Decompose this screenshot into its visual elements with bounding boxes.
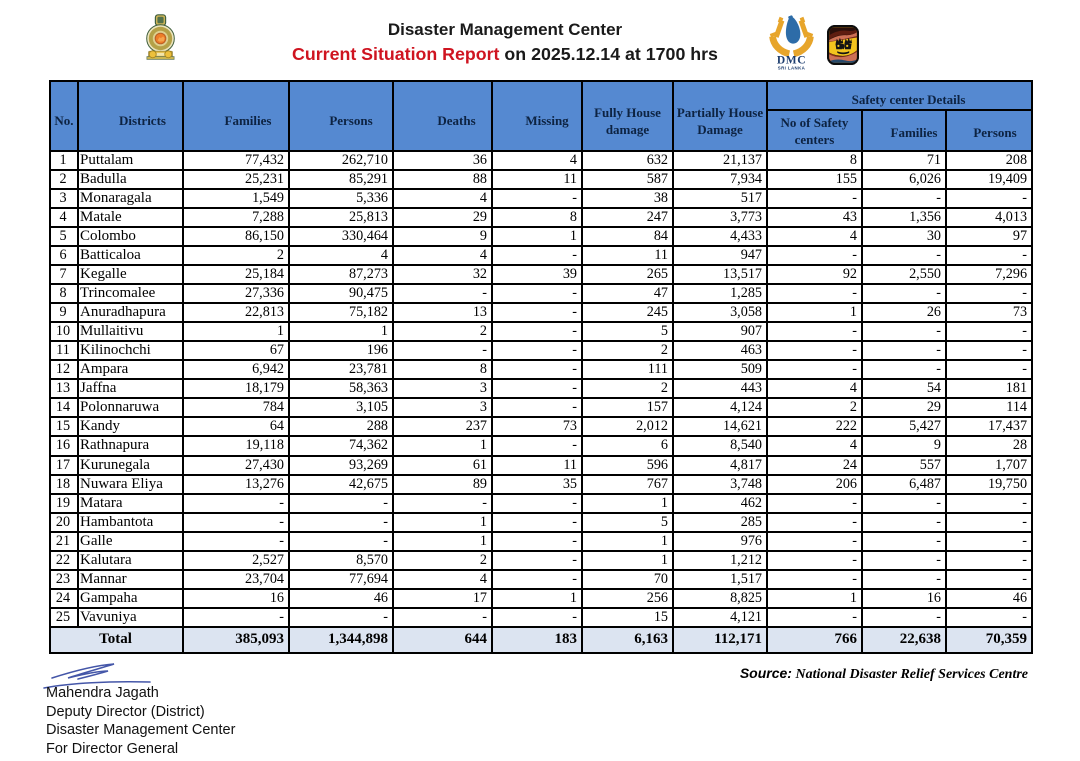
svg-text:DMC: DMC <box>777 55 806 67</box>
svg-text:SRI LANKA: SRI LANKA <box>778 66 806 71</box>
